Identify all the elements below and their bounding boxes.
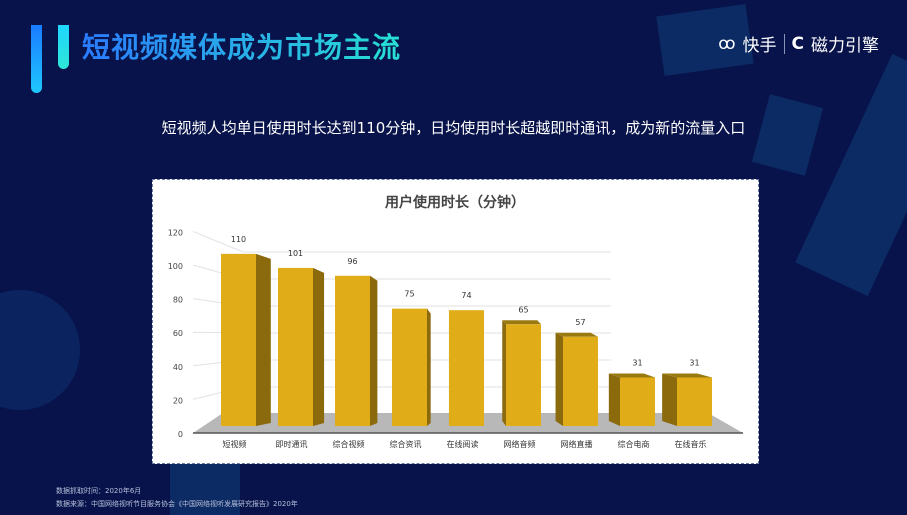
bar-side	[427, 309, 431, 426]
page-title: 短视频媒体成为市场主流	[82, 26, 401, 66]
data-label: 96	[347, 257, 357, 266]
x-tick-label: 在线阅读	[447, 439, 479, 449]
chart-container: 用户使用时长（分钟） 0 20 40 60 80 100 120 110 短视频 101 即时通讯 9…	[152, 179, 759, 464]
bar-side	[313, 268, 324, 426]
bar-side	[370, 276, 377, 426]
y-tick-label: 100	[168, 262, 183, 271]
bar-side	[256, 254, 271, 426]
x-tick-label: 网络直播	[561, 439, 593, 449]
x-tick-label: 短视频	[223, 439, 247, 449]
data-label: 110	[231, 235, 246, 244]
cili-logo-icon: C	[792, 34, 804, 54]
data-label: 101	[288, 249, 303, 258]
chart-title: 用户使用时长（分钟）	[385, 194, 525, 211]
y-tick-label: 40	[173, 363, 183, 372]
y-tick-label: 0	[178, 430, 183, 439]
x-tick-label: 即时通讯	[276, 439, 308, 449]
bar	[449, 310, 484, 426]
bar	[335, 276, 370, 426]
data-label: 74	[461, 291, 471, 300]
x-tick-label: 在线音乐	[675, 439, 707, 449]
bar-side	[556, 333, 563, 426]
logo-divider	[784, 34, 785, 54]
data-label: 31	[632, 358, 642, 367]
bar-top	[556, 333, 598, 337]
y-tick-label: 80	[173, 296, 183, 305]
title-accent-bar	[31, 25, 42, 93]
cili-logo-text: 磁力引擎	[811, 31, 879, 56]
data-label: 75	[404, 290, 414, 299]
bar-side	[609, 373, 620, 426]
y-tick-label: 120	[168, 228, 183, 237]
data-label: 57	[575, 318, 585, 327]
title-accent-bar	[58, 25, 69, 69]
bar	[563, 337, 598, 426]
kuaishou-logo-icon: ꝏ	[718, 34, 735, 54]
kuaishou-logo-text: 快手	[743, 31, 777, 56]
y-tick-label: 60	[173, 329, 183, 338]
decor-shape	[0, 290, 80, 410]
bar-top	[502, 320, 541, 324]
x-tick-label: 综合资讯	[390, 439, 422, 449]
data-label: 31	[689, 358, 699, 367]
bar	[677, 377, 712, 426]
bar	[221, 254, 256, 426]
bar-side	[662, 373, 677, 426]
bar	[278, 268, 313, 426]
x-tick-label: 综合视频	[333, 439, 365, 449]
x-tick-label: 综合电商	[618, 439, 650, 449]
bar	[506, 324, 541, 426]
y-tick-label: 20	[173, 396, 183, 405]
brand-logos: ꝏ 快手 C 磁力引擎	[718, 31, 879, 56]
bar-side	[502, 320, 506, 426]
bar-chart: 用户使用时长（分钟） 0 20 40 60 80 100 120 110 短视频 101 即时通讯 9…	[153, 180, 758, 463]
capture-time: 数据抓取时间：2020年6月	[56, 486, 141, 496]
bar	[620, 377, 655, 426]
decor-shape	[795, 54, 907, 296]
data-label: 65	[518, 305, 528, 314]
x-tick-label: 网络音频	[504, 439, 536, 449]
bar	[392, 309, 427, 426]
subtitle: 短视频人均单日使用时长达到110分钟，日均使用时长超越即时通讯，成为新的流量入口	[0, 117, 907, 138]
